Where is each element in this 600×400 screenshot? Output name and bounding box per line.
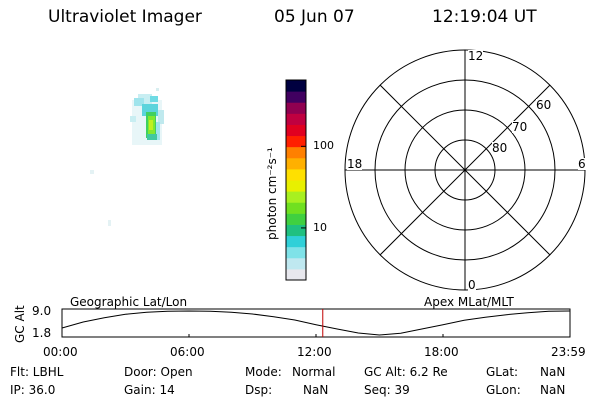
colorbar-band — [286, 213, 306, 225]
polar-label-6: 6 — [578, 157, 586, 171]
colorbar-band — [286, 180, 306, 192]
colorbar-band — [286, 113, 306, 125]
polar-label-12: 12 — [468, 49, 484, 63]
dsp-label: Dsp: — [245, 383, 273, 397]
auroral-uv-image — [90, 88, 164, 226]
colorbar-band — [286, 191, 306, 203]
polar-ring-label-60: 60 — [536, 98, 552, 112]
gc-xtick-2: 12:00 — [297, 345, 332, 359]
colorbar — [285, 79, 307, 281]
colorbar-band — [286, 257, 306, 270]
polar-diagonal-2 — [379, 84, 551, 256]
colorbar-tick-label-10: 10 — [313, 220, 327, 234]
gc-xtick-marks — [188, 334, 444, 337]
colorbar-band — [286, 246, 306, 259]
polar-label-0: 0 — [468, 278, 476, 292]
gc-ylabel: GC Alt — [13, 305, 27, 343]
polar-ring-label-70: 70 — [512, 120, 528, 134]
colorbar-band — [286, 135, 306, 148]
colorbar-tick-label-100: 100 — [313, 139, 334, 153]
gc-xtick-0: 00:00 — [43, 345, 78, 359]
colorbar-band — [286, 80, 306, 92]
polar-plot — [344, 49, 586, 291]
polar-label-18: 18 — [347, 157, 363, 171]
gc-ytick-top: 9.0 — [32, 304, 52, 318]
gc-right-title: Apex MLat/MLT — [424, 295, 514, 309]
gc-alt-curve — [61, 310, 570, 336]
date-label: 05 Jun 07 — [274, 7, 355, 27]
colorbar-band — [286, 202, 306, 214]
gc-ytick-bottom: 1.8 — [32, 326, 52, 340]
colorbar-band — [286, 157, 306, 170]
glon-label: GLon: — [486, 383, 521, 397]
gc-alt-info: GC Alt: 6.2 Re — [364, 365, 448, 379]
filter-info: Flt: LBHL — [10, 365, 64, 379]
colorbar-gradient — [286, 80, 306, 281]
glat-label: GLat: — [486, 365, 519, 379]
gc-xtick-1: 06:00 — [170, 345, 205, 359]
colorbar-band — [286, 235, 306, 248]
colorbar-band — [286, 91, 306, 103]
gc-xtick-4: 23:59 — [551, 345, 586, 359]
ip-info: IP: 36.0 — [10, 383, 56, 397]
door-info: Door: Open — [124, 365, 193, 379]
colorbar-band — [286, 102, 306, 114]
dsp-value: NaN — [303, 383, 329, 397]
gc-xtick-3: 18:00 — [424, 345, 459, 359]
glon-value: NaN — [540, 383, 566, 397]
colorbar-band — [286, 124, 306, 137]
mode-value: Normal — [292, 365, 336, 379]
time-label: 12:19:04 UT — [432, 7, 537, 27]
colorbar-band — [286, 268, 306, 281]
mode-label: Mode: — [245, 365, 282, 379]
colorbar-axis-label: photon cm⁻²s⁻¹ — [265, 147, 279, 240]
colorbar-band — [286, 146, 306, 159]
glat-value: NaN — [540, 365, 566, 379]
aurora-speckle — [90, 88, 164, 226]
seq-info: Seq: 39 — [364, 383, 410, 397]
colorbar-band — [286, 224, 306, 237]
aurora-core — [146, 112, 157, 140]
polar-ring-label-80: 80 — [492, 141, 508, 155]
gc-alt-chart — [61, 308, 571, 338]
gc-left-title: Geographic Lat/Lon — [70, 295, 188, 309]
colorbar-band — [286, 168, 306, 181]
gain-info: Gain: 14 — [124, 383, 175, 397]
colorbar-frame — [285, 79, 307, 281]
app-title: Ultraviolet Imager — [48, 7, 202, 27]
